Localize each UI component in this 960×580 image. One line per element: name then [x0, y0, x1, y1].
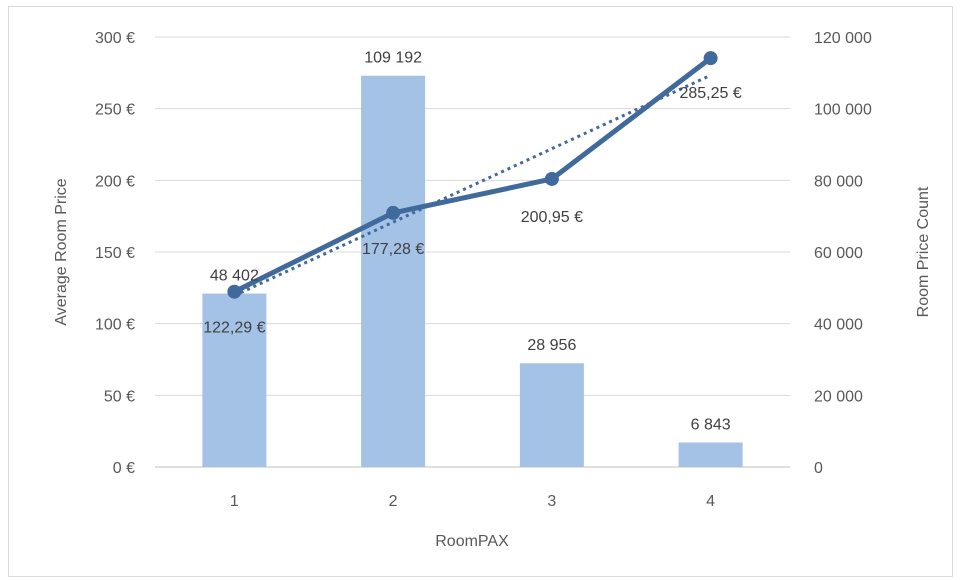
y2-tick-label: 80 000 [814, 173, 863, 190]
y2-tick-label: 40 000 [814, 317, 863, 334]
y2-tick-label: 0 [814, 460, 823, 477]
y-tick-label: 300 € [95, 30, 135, 47]
y2-tick-label: 60 000 [814, 245, 863, 262]
y2-tick-label: 120 000 [814, 30, 872, 47]
line-point [227, 284, 242, 299]
y-tick-label: 100 € [95, 317, 135, 334]
y-tick-label: 0 € [113, 460, 135, 477]
bar [202, 293, 267, 467]
bar-value-label: 28 956 [527, 337, 576, 354]
bar [678, 442, 743, 467]
x-tick-label: 1 [230, 493, 239, 510]
data-labels: 48 402 109 192 28 956 6 843 122,29 € 177,28 €… [203, 50, 742, 434]
line-point [544, 171, 559, 186]
y-tick-label: 250 € [95, 102, 135, 119]
y-axis-title: Average Room Price [53, 178, 70, 325]
line-value-label: 122,29 € [203, 320, 265, 337]
bar-value-label: 6 843 [691, 416, 731, 433]
x-tick-label: 4 [706, 493, 715, 510]
bar-series [202, 75, 743, 467]
line-value-label: 200,95 € [521, 209, 583, 226]
line-path [233, 56, 713, 294]
line-series [227, 51, 718, 299]
bar-value-label: 109 192 [364, 50, 422, 67]
line-value-label: 177,28 € [362, 241, 424, 258]
chart-frame [8, 6, 953, 577]
x-tick-label: 2 [389, 493, 398, 510]
line-value-label: 285,25 € [679, 85, 741, 102]
y2-tick-label: 20 000 [814, 388, 863, 405]
y-tick-label: 50 € [104, 388, 135, 405]
x-axis-title: RoomPAX [435, 533, 509, 550]
x-tick-label: 3 [547, 493, 556, 510]
y2-axis-title: Room Price Count [915, 186, 932, 317]
tick-labels: 0 € 0 50 € 20 000 100 € 40 000 150 € 60 000 200 … [95, 30, 872, 510]
bar [361, 75, 426, 467]
y2-tick-label: 100 000 [814, 102, 872, 119]
bar [519, 363, 584, 467]
line-point [386, 205, 401, 220]
y-tick-label: 150 € [95, 245, 135, 262]
bar-value-label: 48 402 [210, 268, 259, 285]
line-point [703, 51, 718, 66]
y-tick-label: 200 € [95, 173, 135, 190]
